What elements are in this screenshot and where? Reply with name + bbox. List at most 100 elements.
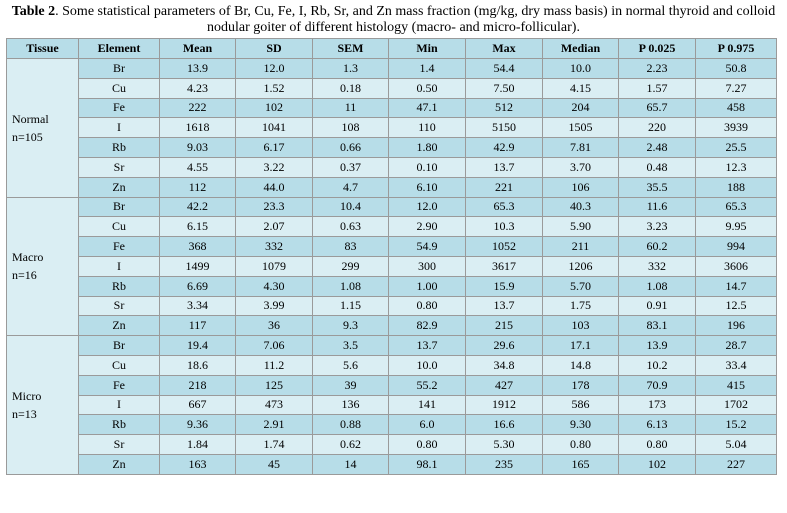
cell-median: 14.8 bbox=[542, 354, 619, 376]
cell-min: 0.10 bbox=[388, 156, 466, 178]
cell-max: 13.7 bbox=[465, 295, 543, 317]
tissue-cell-macro: Macro n=16 bbox=[6, 196, 79, 337]
cell-max: 221 bbox=[465, 176, 543, 198]
cell-p0975: 12.3 bbox=[695, 156, 777, 178]
cell-sem: 83 bbox=[312, 236, 389, 257]
table-row: Cu 6.15 2.07 0.63 2.90 10.3 5.90 3.23 9.95 bbox=[7, 216, 777, 238]
cell-sd: 1.52 bbox=[235, 77, 313, 99]
cell-mean: 4.55 bbox=[159, 156, 236, 178]
cell-median: 165 bbox=[542, 453, 619, 475]
cell-max: 235 bbox=[465, 453, 543, 475]
cell-p0975: 227 bbox=[695, 453, 777, 475]
caption-label: Table 2 bbox=[11, 4, 56, 19]
cell-element: Rb bbox=[78, 137, 160, 158]
cell-element: Cu bbox=[78, 354, 160, 376]
cell-mean: 9.36 bbox=[159, 414, 236, 436]
cell-min: 10.0 bbox=[388, 354, 466, 376]
table-row: Zn 112 44.0 4.7 6.10 221 106 35.5 188 bbox=[7, 176, 777, 198]
table-row: Rb 9.03 6.17 0.66 1.80 42.9 7.81 2.48 25.5 bbox=[7, 137, 777, 158]
cell-p0975: 33.4 bbox=[695, 354, 777, 376]
cell-min: 6.10 bbox=[388, 176, 466, 198]
table-row: I 1499 1079 299 300 3617 1206 332 3606 bbox=[7, 255, 777, 277]
cell-mean: 667 bbox=[159, 394, 236, 416]
table-row: Micro n=13 Br 19.4 7.06 3.5 13.7 29.6 17.1 13.9 28… bbox=[6, 335, 777, 475]
cell-median: 17.1 bbox=[542, 335, 619, 356]
cell-sd: 1079 bbox=[235, 255, 313, 277]
cell-mean: 13.9 bbox=[159, 58, 236, 79]
cell-sd: 1041 bbox=[235, 117, 313, 139]
cell-mean: 4.23 bbox=[159, 77, 236, 99]
cell-median: 5.70 bbox=[542, 275, 619, 297]
cell-p0975: 5.04 bbox=[695, 434, 777, 455]
cell-median: 7.81 bbox=[542, 137, 619, 158]
cell-median: 204 bbox=[542, 97, 619, 119]
table-row: Sr 3.34 3.99 1.15 0.80 13.7 1.75 0.91 12.5 bbox=[7, 295, 777, 317]
cell-mean: 368 bbox=[159, 236, 236, 257]
cell-p0025: 332 bbox=[618, 255, 696, 277]
cell-sem: 108 bbox=[312, 117, 389, 139]
cell-p0975: 15.2 bbox=[695, 414, 777, 436]
tissue-sample-count: n=105 bbox=[12, 129, 43, 144]
cell-sem: 4.7 bbox=[312, 176, 389, 198]
cell-sem: 9.3 bbox=[312, 315, 389, 337]
cell-min: 6.0 bbox=[388, 414, 466, 436]
cell-element: Rb bbox=[78, 414, 160, 436]
cell-element: Br bbox=[78, 196, 160, 218]
cell-sem: 1.3 bbox=[312, 58, 389, 79]
table-row: I 667 473 136 141 1912 586 173 1702 bbox=[7, 394, 777, 416]
cell-sem: 0.66 bbox=[312, 137, 389, 158]
cell-mean: 3.34 bbox=[159, 295, 236, 317]
cell-p0025: 102 bbox=[618, 453, 696, 475]
cell-max: 5150 bbox=[465, 117, 543, 139]
cell-p0025: 10.2 bbox=[618, 354, 696, 376]
cell-sd: 2.07 bbox=[235, 216, 313, 238]
cell-element: Fe bbox=[78, 374, 160, 396]
cell-median: 10.0 bbox=[542, 58, 619, 79]
cell-p0975: 50.8 bbox=[695, 58, 777, 79]
cell-mean: 222 bbox=[159, 97, 236, 119]
cell-element: Sr bbox=[78, 434, 160, 455]
cell-p0975: 14.7 bbox=[695, 275, 777, 297]
cell-sd: 125 bbox=[235, 374, 313, 396]
cell-median: 106 bbox=[542, 176, 619, 198]
cell-min: 54.9 bbox=[388, 236, 466, 257]
cell-element: Zn bbox=[78, 315, 160, 337]
cell-mean: 117 bbox=[159, 315, 236, 337]
header-element: Element bbox=[78, 38, 160, 59]
cell-min: 98.1 bbox=[388, 453, 466, 475]
cell-sd: 4.30 bbox=[235, 275, 313, 297]
cell-sd: 6.17 bbox=[235, 137, 313, 158]
caption-text: . Some statistical parameters of Br, Cu,… bbox=[55, 4, 776, 35]
table-row: Sr 4.55 3.22 0.37 0.10 13.7 3.70 0.48 12.3 bbox=[7, 156, 777, 178]
cell-element: Br bbox=[78, 335, 160, 356]
table-row: Zn 117 36 9.3 82.9 215 103 83.1 196 bbox=[7, 315, 777, 337]
cell-p0025: 220 bbox=[618, 117, 696, 139]
cell-max: 5.30 bbox=[465, 434, 543, 455]
cell-mean: 1.84 bbox=[159, 434, 236, 455]
table-body: Normal n=105 Br 13.9 12.0 1.3 1.4 54.4 10.0 2.23 5… bbox=[6, 58, 777, 475]
header-min: Min bbox=[388, 38, 466, 59]
cell-sem: 1.08 bbox=[312, 275, 389, 297]
tissue-name: Micro bbox=[12, 388, 42, 403]
table-row: Normal n=105 Br 13.9 12.0 1.3 1.4 54.4 10.0 2.23 5… bbox=[6, 58, 777, 198]
cell-min: 12.0 bbox=[388, 196, 466, 218]
cell-p0025: 173 bbox=[618, 394, 696, 416]
cell-sd: 102 bbox=[235, 97, 313, 119]
tissue-cell-micro: Micro n=13 bbox=[6, 335, 79, 475]
cell-sem: 299 bbox=[312, 255, 389, 277]
cell-p0975: 3939 bbox=[695, 117, 777, 139]
cell-sem: 11 bbox=[312, 97, 389, 119]
cell-p0975: 65.3 bbox=[695, 196, 777, 218]
cell-median: 1.75 bbox=[542, 295, 619, 317]
cell-min: 55.2 bbox=[388, 374, 466, 396]
table-row: Fe 368 332 83 54.9 1052 211 60.2 994 bbox=[7, 236, 777, 257]
statistics-table: Tissue Element Mean SD SEM Min Max Media… bbox=[6, 38, 777, 475]
cell-element: Zn bbox=[78, 176, 160, 198]
cell-element: Br bbox=[78, 58, 160, 79]
cell-p0025: 0.48 bbox=[618, 156, 696, 178]
cell-sd: 11.2 bbox=[235, 354, 313, 376]
cell-mean: 19.4 bbox=[159, 335, 236, 356]
cell-p0975: 3606 bbox=[695, 255, 777, 277]
cell-median: 4.15 bbox=[542, 77, 619, 99]
cell-p0025: 11.6 bbox=[618, 196, 696, 218]
